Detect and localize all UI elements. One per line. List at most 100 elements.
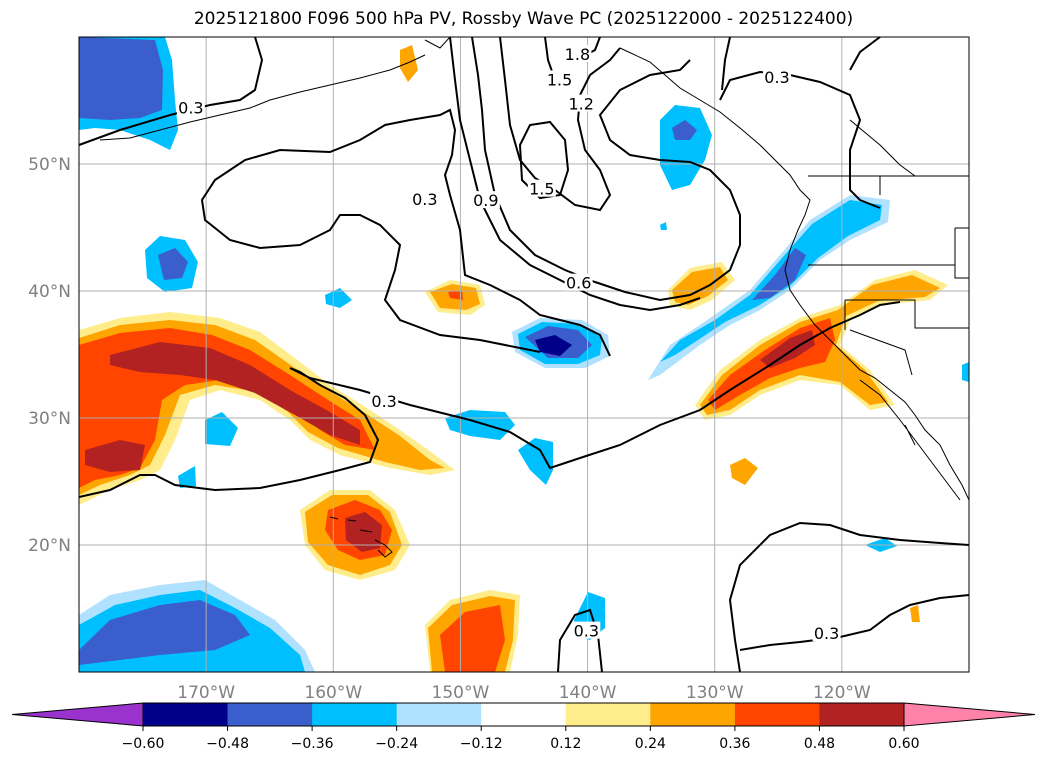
contour-label: 0.6	[566, 274, 591, 293]
colorbar-tick-label: 0.60	[888, 736, 919, 752]
neg-anomaly-blob-6	[518, 438, 553, 485]
contour-label: 0.3	[574, 622, 599, 641]
state-borders	[808, 176, 969, 376]
neg-anomaly-sw-core	[79, 600, 250, 665]
contour-label-bg	[176, 98, 205, 116]
contour-0.3-northwest	[79, 37, 264, 146]
contour-label: 0.3	[412, 190, 437, 209]
contour-label-bg	[763, 67, 792, 85]
pos-anomaly-south-core	[440, 605, 505, 672]
pos-anomaly-west-core	[110, 342, 360, 445]
province-border	[849, 119, 916, 177]
alaska-coast	[424, 37, 969, 501]
neg-anomaly-center-deep	[535, 335, 572, 356]
contour-label: 0.3	[178, 98, 203, 117]
neg-anomaly-band-core	[752, 248, 806, 300]
contour-0.3-south	[557, 608, 603, 672]
colorbar-tick-label: 0.36	[719, 736, 750, 752]
neg-anomaly-alaska	[660, 105, 712, 190]
neg-anomaly-blob-1-core	[158, 248, 188, 280]
neg-anomaly-coast	[962, 362, 969, 382]
contour-label: 1.8	[565, 45, 590, 64]
colorbar-tick-label: −0.48	[206, 736, 249, 752]
aleutian-coast	[99, 54, 426, 141]
colorbar-tick-label: −0.60	[122, 736, 165, 752]
contour-label: 0.3	[764, 68, 789, 87]
contour-0.6	[449, 37, 701, 312]
colorbar-segment	[565, 703, 651, 726]
pos-anomaly-blob-1-core	[448, 290, 463, 300]
lon-tick-label: 140°W	[559, 683, 617, 703]
neg-anomaly-blob-3	[205, 412, 238, 446]
contour-label: 1.5	[529, 180, 554, 199]
contour-label: 0.3	[371, 392, 396, 411]
colorbar-tick-label: −0.36	[291, 736, 334, 752]
colorbar-frame	[142, 702, 905, 727]
colorbar-tick-label: 0.48	[804, 736, 835, 752]
contour-label-bg	[567, 94, 596, 112]
pos-anomaly-blob-2	[730, 458, 758, 485]
contour-label-bg	[471, 191, 500, 209]
contour-0.3-southeast	[728, 521, 969, 672]
neg-anomaly-alaska-core	[672, 120, 697, 140]
lon-tick-label: 170°W	[177, 683, 235, 703]
lon-tick-label: 120°W	[813, 683, 871, 703]
colorbar-ticks: −0.60 −0.48 −0.36 −0.24 −0.12 0.12 0.24 0.36 0.4…	[122, 726, 920, 752]
colorbar-segment	[396, 703, 482, 726]
contour-label-bg	[564, 273, 593, 291]
contour-0.3-main	[200, 108, 611, 357]
colorbar-tick-label: −0.24	[375, 736, 418, 752]
coastlines	[99, 37, 969, 558]
colorbar-segment	[312, 703, 398, 726]
contour-label-bg	[410, 189, 439, 207]
lon-tick-label: 160°W	[304, 683, 362, 703]
baja-coast	[859, 379, 961, 501]
contour-0.9	[471, 37, 741, 302]
graticule	[79, 37, 969, 672]
colorbar-segment	[143, 703, 229, 726]
contour-label: 0.9	[473, 191, 498, 210]
colorbar-segment	[819, 703, 905, 726]
contour-label: 0.3	[814, 624, 839, 643]
neg-anomaly-nw-core	[79, 37, 163, 120]
pv-shading	[79, 37, 969, 672]
pv-contours	[79, 37, 969, 672]
colorbar-segment	[734, 703, 820, 726]
contour-label-bg	[545, 70, 574, 88]
pos-anomaly-coast-core	[760, 330, 815, 368]
contour-label-bg	[563, 45, 592, 63]
lat-tick-label: 50°N	[28, 155, 71, 175]
contour-label: 1.2	[568, 95, 593, 114]
colorbar	[11, 702, 1036, 727]
neg-anomaly-blob-4	[178, 466, 196, 488]
lat-labels: 20°N 30°N 40°N 50°N	[28, 155, 71, 556]
map-panel	[79, 37, 969, 672]
colorbar-tick-label: 0.24	[635, 736, 666, 752]
pos-anomaly-hawaii-core	[345, 512, 382, 552]
colorbar-segment	[227, 703, 313, 726]
neg-anomaly-dot	[660, 222, 667, 230]
pos-anomaly-west-core-2	[85, 440, 145, 472]
contour-1.2	[499, 37, 621, 212]
colorbar-segment	[650, 703, 736, 726]
colorbar-tick-label: −0.12	[460, 736, 503, 752]
lat-tick-label: 40°N	[28, 282, 71, 302]
pos-anomaly-blob-4	[400, 45, 418, 82]
lat-tick-label: 20°N	[28, 536, 71, 556]
pos-anomaly-blob-3	[910, 605, 920, 622]
colorbar-max-extend	[903, 702, 1036, 727]
colorbar-min-extend	[11, 702, 144, 727]
colorbar-segment	[481, 703, 567, 726]
map-title: 2025121800 F096 500 hPa PV, Rossby Wave …	[193, 9, 854, 29]
contour-label-bg	[527, 179, 556, 197]
contour-labels: 0.3 1.8 1.5 1.2 0.3 0.3 0.9 1.5 0.6 0.3 0.3 0.3	[176, 45, 841, 643]
lon-tick-label: 150°W	[432, 683, 490, 703]
contour-label: 1.5	[547, 70, 572, 89]
hawaii-islands	[329, 516, 393, 558]
contour-label-bg	[370, 391, 399, 409]
contour-label-bg	[812, 624, 841, 642]
colorbar-tick-label: 0.12	[550, 736, 581, 752]
contour-label-bg	[572, 621, 601, 639]
contour-0.3-east	[721, 37, 881, 91]
